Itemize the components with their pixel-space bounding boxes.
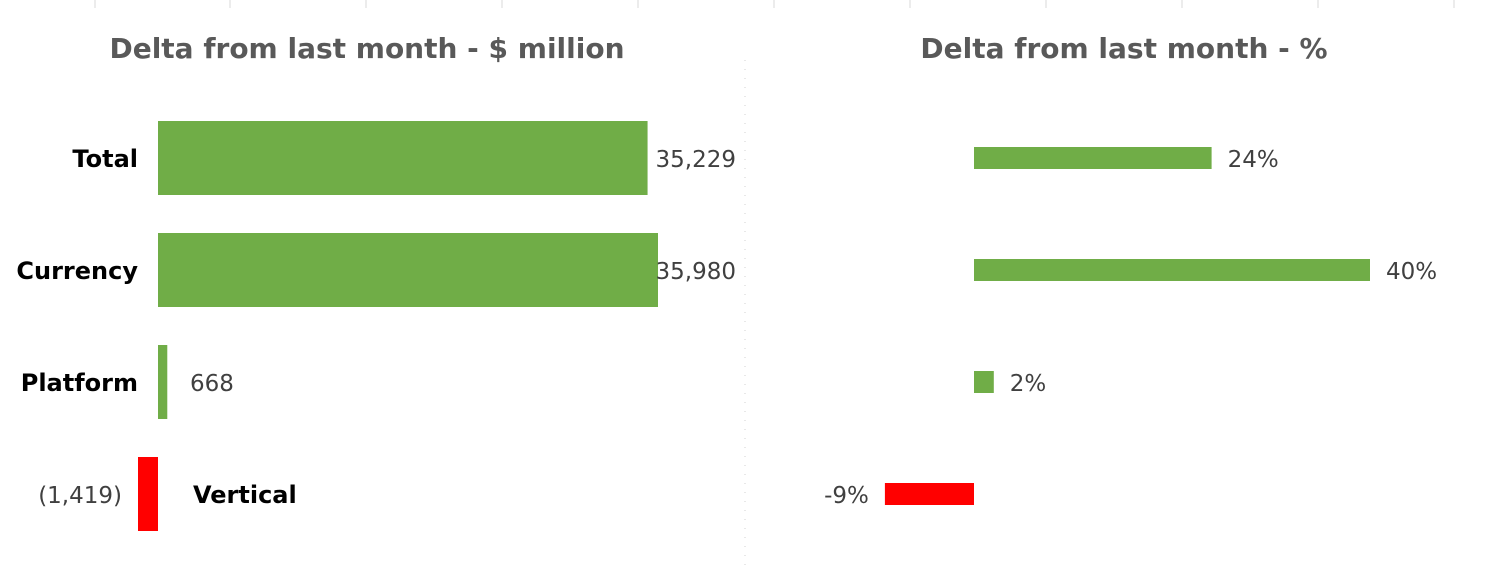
percent-data-label: 2% xyxy=(1010,371,1047,397)
dollar-category-label: Vertical xyxy=(193,481,297,509)
dollar-category-label: Platform xyxy=(21,369,138,397)
percent-delta-chart: Delta from last month - % 24% 40% 2% -9% xyxy=(824,32,1437,509)
dollar-data-label: 35,980 xyxy=(656,259,736,285)
percent-data-label: 40% xyxy=(1386,259,1437,285)
dollar-bar-vertical xyxy=(138,457,158,531)
percent-data-label: 24% xyxy=(1228,147,1279,173)
dollar-delta-chart: Delta from last month - $ million Total 3… xyxy=(16,32,736,531)
dollar-data-label: (1,419) xyxy=(38,483,122,509)
dollar-bar-platform xyxy=(158,345,168,419)
dollar-chart-title: Delta from last month - $ million xyxy=(109,32,624,65)
dollar-category-label: Total xyxy=(72,145,138,173)
top-tick-marks xyxy=(94,0,1455,8)
percent-bars: 24% 40% 2% -9% xyxy=(824,147,1437,509)
dollar-bar-currency xyxy=(158,233,658,307)
percent-bar-vertical xyxy=(884,483,974,505)
dollar-bars: Total 35,229 Currency 35,980 Platform 668 Vert… xyxy=(16,121,736,531)
dollar-bar-total xyxy=(158,121,648,195)
percent-bar-currency xyxy=(974,259,1370,281)
percent-chart-title: Delta from last month - % xyxy=(920,32,1327,65)
percent-bar-platform xyxy=(974,371,994,393)
percent-data-label: -9% xyxy=(824,483,869,509)
dollar-data-label: 668 xyxy=(190,371,234,397)
percent-bar-total xyxy=(974,147,1212,169)
dollar-category-label: Currency xyxy=(16,257,138,285)
dollar-data-label: 35,229 xyxy=(656,147,736,173)
